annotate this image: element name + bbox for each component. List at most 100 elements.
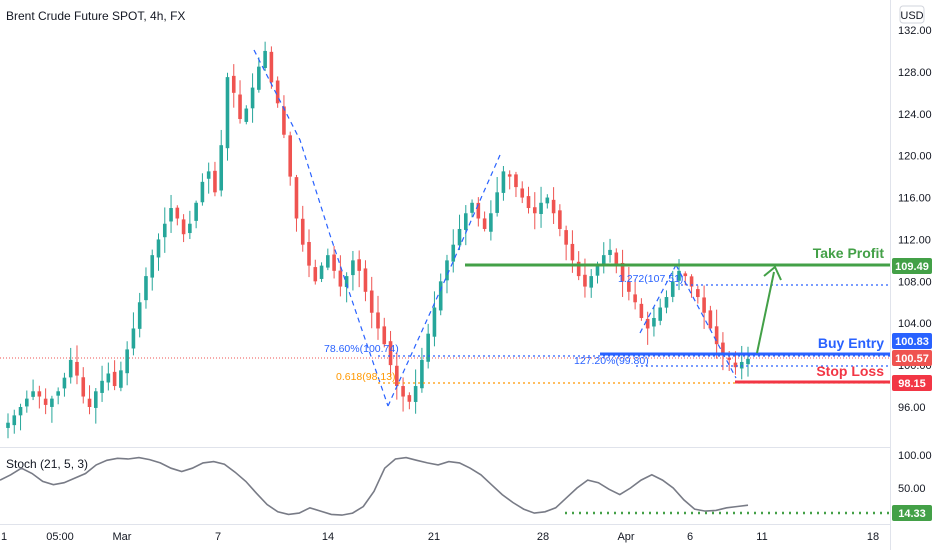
pattern-leg-bc <box>387 154 501 407</box>
time-tick-label: 14 <box>322 531 334 543</box>
candle-body <box>727 357 731 360</box>
candle-body <box>633 294 637 303</box>
stoch-title: Stoch (21, 5, 3) <box>6 457 88 471</box>
candle-body <box>369 290 374 313</box>
stoch-line <box>0 456 749 516</box>
time-tick-label: 05:00 <box>46 531 74 543</box>
candle-body <box>658 307 663 321</box>
candle-body <box>376 312 380 329</box>
candle-body <box>576 261 581 277</box>
candle-body <box>696 289 700 298</box>
candle-body <box>288 135 293 177</box>
candle-body <box>282 106 286 135</box>
candle-body <box>150 255 155 278</box>
candle-body <box>100 380 104 393</box>
candle-body <box>225 77 230 149</box>
candle-body <box>476 202 481 219</box>
candle-body <box>162 223 167 238</box>
candle-body <box>746 358 750 365</box>
candle-body <box>6 422 10 428</box>
candle-body <box>564 230 568 245</box>
fib-label-12720: 127.20%(99.80) <box>574 355 649 367</box>
candle-body <box>300 218 305 245</box>
candle-body <box>326 255 330 268</box>
time-axis[interactable]: 1 05:00 Mar 7 14 21 28 Apr 6 11 18 <box>1 531 879 543</box>
projection-arrow-shaft <box>756 271 775 354</box>
candle-body <box>93 391 98 408</box>
time-tick-label: 18 <box>867 531 879 543</box>
candle-body <box>269 51 274 83</box>
symbol-title: Brent Crude Future SPOT, 4h, FX <box>6 9 185 23</box>
candle-body <box>539 202 543 215</box>
candle-body <box>445 260 449 281</box>
price-tick-label: 116.00 <box>898 193 931 205</box>
candle-body <box>438 281 443 311</box>
candle-body <box>257 66 261 90</box>
candle-body <box>307 241 311 266</box>
price-axis[interactable]: 132.00 128.00 124.00 120.00 116.00 112.00 108.… <box>898 25 932 414</box>
candle-body <box>426 333 430 362</box>
candle-body <box>244 108 249 122</box>
time-tick-label: 7 <box>215 531 221 543</box>
candle-body <box>401 386 405 397</box>
candle-body <box>50 398 54 407</box>
stoch-tick-100: 100.00 <box>898 450 932 462</box>
candle-body <box>708 310 713 329</box>
candle-body <box>652 317 656 327</box>
price-tick-label: 132.00 <box>898 25 932 37</box>
candle-body <box>106 373 111 383</box>
price-tick-label: 112.00 <box>898 234 931 246</box>
candle-body <box>37 391 42 397</box>
candle-body <box>733 362 738 368</box>
candle-body <box>313 267 318 282</box>
time-tick-label: 1 <box>1 531 7 543</box>
candle-body <box>238 94 242 120</box>
candle-body <box>219 145 224 191</box>
candle-body <box>87 398 92 407</box>
candle-body <box>169 208 173 222</box>
candle-body <box>614 252 619 266</box>
candle-body <box>520 188 525 198</box>
candle-body <box>407 395 412 402</box>
candle-body <box>81 377 86 397</box>
candle-body <box>595 265 600 276</box>
candle-body <box>620 262 625 282</box>
stop-loss-tag <box>892 375 932 391</box>
candle-body <box>382 326 387 345</box>
candle-body <box>639 303 644 318</box>
buy-entry-tag <box>892 333 932 349</box>
currency-label: USD <box>900 10 923 22</box>
candle-body <box>194 202 198 221</box>
take-profit-tag <box>892 258 932 274</box>
pattern-leg-2 <box>639 264 677 334</box>
candle-body <box>357 259 361 271</box>
candle-body <box>388 341 393 366</box>
price-tick-label: 104.00 <box>898 318 932 330</box>
candle-body <box>507 174 512 177</box>
time-tick-label: Mar <box>113 531 132 543</box>
candle-body <box>338 270 343 287</box>
candle-body <box>645 318 650 329</box>
buy-entry-tag-value: 100.83 <box>895 336 929 348</box>
fib-label-1272: 1.272(107.51) <box>618 273 683 285</box>
candle-body <box>231 75 236 93</box>
candle-body <box>43 398 48 405</box>
time-tick-label: Apr <box>617 531 634 543</box>
currency-badge[interactable] <box>899 5 925 24</box>
candle-body <box>25 398 29 407</box>
fib-label-0618: 0.618(98.13) <box>336 371 396 383</box>
candle-body <box>112 371 117 387</box>
candle-body <box>250 87 255 109</box>
candle-body <box>181 219 186 235</box>
candle-body <box>489 213 493 232</box>
candle-body <box>12 415 17 426</box>
price-tick-label: 128.00 <box>898 67 932 79</box>
candle-body <box>175 207 180 219</box>
time-tick-label: 6 <box>687 531 693 543</box>
candle-body <box>670 281 675 297</box>
candle-body <box>608 249 612 255</box>
candle-body <box>144 276 148 301</box>
price-tick-label: 120.00 <box>898 151 932 163</box>
